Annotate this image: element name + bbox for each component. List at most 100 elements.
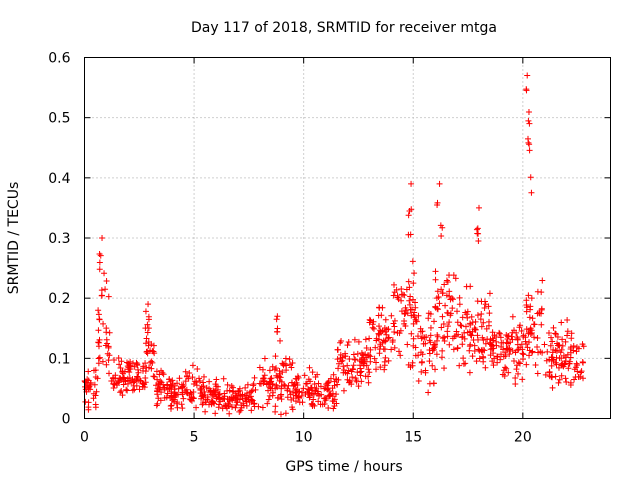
data-point bbox=[345, 338, 352, 345]
data-point bbox=[442, 302, 449, 309]
data-point bbox=[410, 335, 417, 342]
data-point bbox=[96, 251, 103, 258]
data-point bbox=[446, 341, 453, 348]
data-point bbox=[410, 320, 417, 327]
data-point bbox=[381, 325, 388, 332]
data-point bbox=[525, 292, 532, 299]
data-point bbox=[314, 390, 321, 397]
data-point bbox=[376, 330, 383, 337]
data-point bbox=[272, 353, 279, 360]
data-point bbox=[413, 317, 420, 324]
data-point bbox=[109, 375, 116, 382]
data-point bbox=[523, 326, 530, 333]
data-point bbox=[103, 278, 110, 285]
data-point bbox=[212, 410, 219, 417]
x-tick-label: 20 bbox=[514, 430, 532, 446]
data-point bbox=[511, 327, 518, 334]
data-point bbox=[528, 295, 535, 302]
data-point bbox=[412, 304, 419, 311]
data-point bbox=[105, 344, 112, 351]
data-point bbox=[395, 296, 402, 303]
data-point bbox=[366, 319, 373, 326]
data-point bbox=[194, 366, 201, 373]
data-point bbox=[439, 347, 446, 354]
data-point bbox=[462, 309, 469, 316]
chart-title: Day 117 of 2018, SRMTID for receiver mtg… bbox=[191, 20, 497, 36]
data-point bbox=[124, 387, 131, 394]
data-point bbox=[471, 326, 478, 333]
data-point bbox=[271, 366, 278, 373]
data-point bbox=[418, 335, 425, 342]
data-point bbox=[453, 328, 460, 335]
data-point bbox=[249, 387, 256, 394]
data-point bbox=[382, 354, 389, 361]
data-point bbox=[131, 378, 138, 385]
data-point bbox=[407, 293, 414, 300]
data-point bbox=[486, 290, 493, 297]
data-point bbox=[510, 357, 517, 364]
y-tick-label: 0.5 bbox=[48, 111, 70, 127]
data-point bbox=[216, 401, 223, 408]
data-point bbox=[438, 286, 445, 293]
data-point bbox=[202, 391, 209, 398]
data-point bbox=[265, 381, 272, 388]
y-axis-label: SRMTID / TECUs bbox=[6, 182, 22, 295]
data-point bbox=[224, 387, 231, 394]
data-point bbox=[111, 356, 118, 363]
data-point bbox=[406, 301, 413, 308]
data-point bbox=[182, 368, 189, 375]
data-point bbox=[391, 329, 398, 336]
data-point bbox=[260, 375, 267, 382]
data-point bbox=[406, 297, 413, 304]
data-point bbox=[289, 359, 296, 366]
data-point bbox=[550, 324, 557, 331]
data-point bbox=[169, 397, 176, 404]
data-point bbox=[456, 362, 463, 369]
data-point bbox=[224, 381, 231, 388]
data-point bbox=[355, 383, 362, 390]
data-point bbox=[317, 401, 324, 408]
data-point bbox=[566, 358, 573, 365]
data-point bbox=[525, 330, 532, 337]
data-point bbox=[524, 72, 531, 79]
y-tick-label: 0 bbox=[62, 412, 71, 428]
data-point bbox=[296, 399, 303, 406]
data-point bbox=[105, 357, 112, 364]
data-point bbox=[373, 359, 380, 366]
data-point bbox=[344, 362, 351, 369]
data-point bbox=[167, 405, 174, 412]
data-point bbox=[408, 330, 415, 337]
data-point bbox=[436, 180, 443, 187]
data-point bbox=[434, 333, 441, 340]
data-point bbox=[443, 277, 450, 284]
data-point bbox=[242, 384, 249, 391]
data-point bbox=[325, 405, 332, 412]
data-point bbox=[425, 315, 432, 322]
data-point bbox=[143, 335, 150, 342]
data-point bbox=[284, 394, 291, 401]
data-point bbox=[123, 359, 130, 366]
data-point bbox=[515, 359, 522, 366]
data-point bbox=[110, 380, 117, 387]
data-point bbox=[564, 317, 571, 324]
data-point bbox=[290, 395, 297, 402]
data-point bbox=[474, 332, 481, 339]
data-point bbox=[166, 376, 173, 383]
data-point bbox=[439, 224, 446, 231]
x-tick-label: 0 bbox=[80, 430, 89, 446]
data-point bbox=[346, 356, 353, 363]
data-point bbox=[383, 331, 390, 338]
data-point bbox=[385, 326, 392, 333]
data-point bbox=[558, 319, 565, 326]
data-point bbox=[311, 380, 318, 387]
data-point bbox=[464, 308, 471, 315]
data-point bbox=[534, 310, 541, 317]
data-point bbox=[441, 281, 448, 288]
data-point bbox=[168, 402, 175, 409]
data-point bbox=[512, 380, 519, 387]
data-point bbox=[251, 374, 258, 381]
data-point bbox=[464, 314, 471, 321]
data-point bbox=[460, 355, 467, 362]
data-point bbox=[418, 368, 425, 375]
